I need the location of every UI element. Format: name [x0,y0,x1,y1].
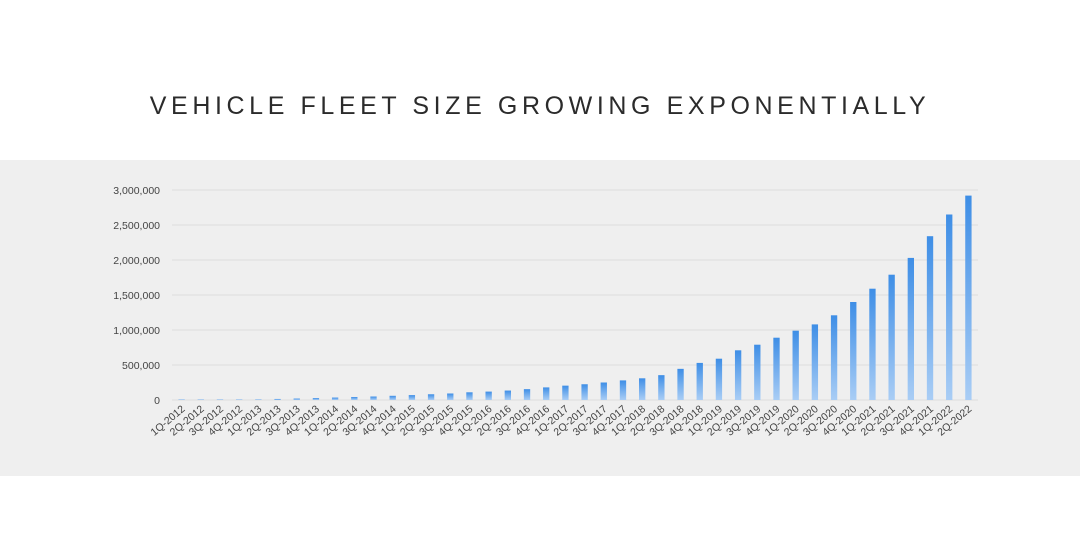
bars [178,195,972,400]
bar-1Q-2021 [869,288,876,400]
bar-2Q-2016 [504,390,511,400]
bar-1Q-2015 [408,395,416,400]
grid-lines [172,189,978,401]
bar-2Q-2015 [427,394,435,400]
page-title: VEHICLE FLEET SIZE GROWING EXPONENTIALLY [149,92,931,120]
bar-4Q-2016 [543,387,550,400]
bar-4Q-2015 [466,392,473,400]
bar-2Q-2020 [811,324,819,400]
bar-1Q-2012 [178,399,185,400]
bar-2Q-2021 [888,274,895,400]
bar-1Q-2014 [331,397,339,400]
bar-4Q-2020 [850,302,857,400]
bar-4Q-2019 [773,337,780,400]
bar-3Q-2019 [754,344,761,400]
bar-4Q-2017 [619,380,627,400]
bar-3Q-2012 [216,399,224,400]
bar-3Q-2017 [600,382,607,400]
bar-2Q-2012 [197,399,204,400]
bar-2Q-2022 [965,195,972,400]
bar-2Q-2019 [734,350,742,400]
bar-3Q-2016 [523,389,531,400]
y-tick-label: 0 [154,395,160,407]
bar-3Q-2015 [447,393,454,400]
bar-3Q-2018 [677,368,684,400]
y-tick-label: 500,000 [122,360,160,372]
x-axis-tick-labels: 1Q-20122Q-20123Q-20124Q-20121Q-20132Q-20… [148,403,974,439]
bar-3Q-2021 [907,257,914,400]
y-tick-label: 2,500,000 [113,220,160,232]
bar-3Q-2014 [370,396,377,400]
y-tick-label: 3,000,000 [113,185,160,197]
bar-1Q-2022 [946,214,953,400]
y-tick-label: 1,500,000 [113,290,160,302]
bar-2Q-2014 [351,396,358,400]
bar-4Q-2013 [312,398,320,400]
bar-4Q-2012 [236,399,243,400]
y-axis-tick-labels: 0 500,000 1,000,000 1,500,000 2,000,000 2,500… [113,185,160,407]
bar-2Q-2018 [658,375,665,400]
fleet-size-bar-chart: 0 500,000 1,000,000 1,500,000 2,000,000 2,500… [113,185,978,439]
bar-1Q-2019 [715,358,723,400]
bar-3Q-2013 [293,398,300,400]
bar-1Q-2018 [639,378,646,400]
bar-1Q-2017 [562,385,569,400]
bar-1Q-2016 [485,391,492,400]
bar-4Q-2018 [696,362,703,400]
y-tick-label: 2,000,000 [113,255,160,267]
bar-1Q-2020 [792,330,799,400]
chart-panel: 0 500,000 1,000,000 1,500,000 2,000,000 2,500… [0,160,1080,476]
bar-4Q-2021 [926,236,934,400]
bar-4Q-2014 [389,395,396,400]
bar-3Q-2020 [830,315,838,400]
bar-2Q-2013 [274,398,281,400]
bar-1Q-2013 [255,399,262,400]
bar-2Q-2017 [581,384,588,400]
y-tick-label: 1,000,000 [113,325,160,337]
